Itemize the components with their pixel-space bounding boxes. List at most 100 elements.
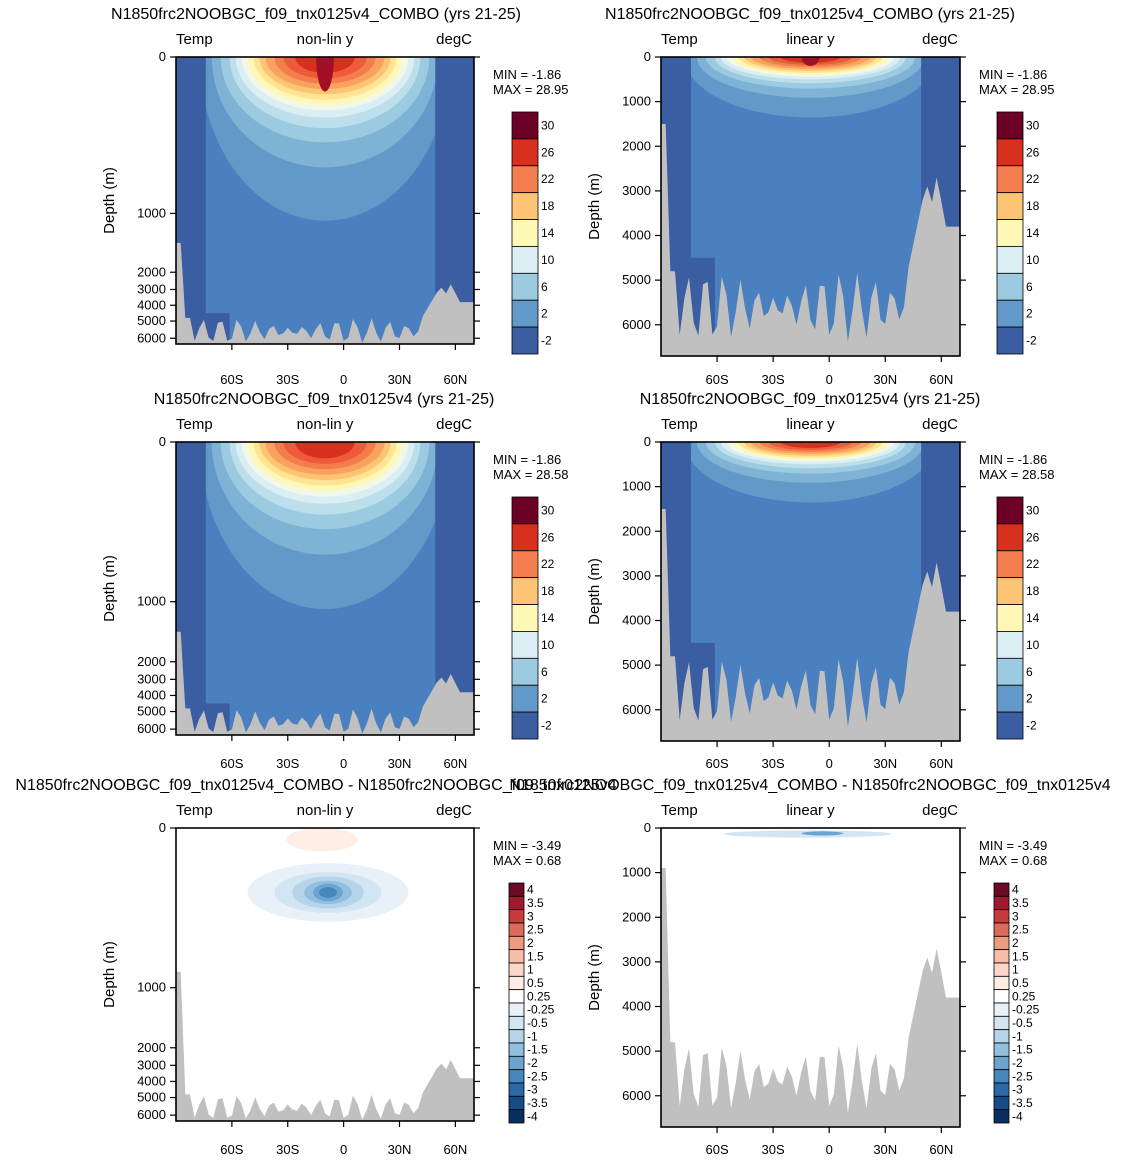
x-tick-label: 30N [388,372,412,387]
colorbar-swatch [996,192,1024,220]
colorbar: 30 26 22 18 14 10 6 2 -2 [996,111,1040,355]
colorbar-swatch [996,631,1024,659]
units-label: degC [922,31,958,48]
min-value: MIN = -1.86 [979,452,1047,467]
colorbar-swatch [511,326,539,355]
colorbar-swatch [508,1095,525,1111]
x-tick-label: 60N [443,756,467,771]
colorbar-swatch [996,326,1024,355]
y-tick-label: 0 [159,49,166,64]
plot-area [176,442,474,735]
colorbar-label: 4 [1012,883,1019,897]
colorbar-swatch [996,577,1024,605]
colorbar-label: 22 [1026,172,1040,186]
colorbar-label: 1.5 [527,949,544,963]
y-tick-label: 6000 [622,1088,651,1103]
colorbar-swatch [996,272,1024,301]
colorbar-swatch [996,657,1024,686]
x-tick-label: 30S [762,1142,785,1157]
y-tick-label: 1000 [137,980,166,995]
y-tick-label: 5000 [622,1043,651,1058]
colorbar-label: 26 [1026,145,1040,159]
colorbar-label: 0.5 [1012,976,1029,990]
plot-frame [660,827,961,1128]
y-tick-label: 6000 [622,317,651,332]
colorbar-label: -0.25 [1012,1003,1040,1017]
colorbar-label: -2 [1026,719,1037,733]
colorbar-label: 10 [541,638,555,652]
y-tick-label: 3000 [137,1057,166,1072]
cold-anomaly-6 [319,887,337,898]
colorbar-swatch [511,631,539,659]
colorbar-swatch [511,550,539,579]
panel-title: N1850frc2NOOBGC_f09_tnx0125v4 (yrs 21-25… [154,391,495,408]
x-tick-label: 0 [826,372,833,387]
variable-label: Temp [176,802,213,819]
y-tick-label: 2000 [622,909,651,924]
temp-band-max [316,57,334,92]
colorbar-swatch [508,975,525,991]
seafloor [176,971,474,1121]
colorbar-swatch [508,1069,525,1084]
colorbar-label: -2 [1026,334,1037,348]
max-value: MAX = 28.95 [979,82,1055,97]
panel-4: N1850frc2NOOBGC_f09_tnx0125v4 (yrs 21-25… [586,391,1055,771]
colorbar-swatch [508,949,525,964]
colorbar-swatch [508,895,525,911]
colorbar-swatch [511,246,539,274]
colorbar-label: 4 [527,883,534,897]
colorbar-label: 10 [1026,638,1040,652]
colorbar-swatch [508,1055,525,1071]
colorbar-swatch [508,1109,525,1124]
colorbar-label: 22 [541,557,555,571]
y-tick-label: 4000 [622,999,651,1014]
x-tick-label: 60N [443,372,467,387]
colorbar-swatch [511,165,539,194]
y-tick-label: 2000 [622,138,651,153]
colorbar-label: 2 [541,307,548,321]
plot-area [661,442,960,741]
colorbar-label: -0.5 [1012,1016,1033,1030]
colorbar-label: 2 [541,692,548,706]
x-tick-label: 30S [762,372,785,387]
y-tick-label: 6000 [137,721,166,736]
colorbar-swatch [996,111,1024,140]
temp-band-13 [295,442,355,459]
colorbar-swatch [993,962,1010,977]
y-axis-label: Depth (m) [101,941,118,1008]
y-axis-label: Depth (m) [586,558,603,625]
colorbar-swatch [508,882,525,897]
colorbar-swatch [993,882,1010,897]
x-tick-label: 0 [340,1142,347,1157]
x-tick-label: 60N [929,756,953,771]
y-tick-label: 1000 [137,205,166,220]
x-tick-label: 30S [276,1142,299,1157]
x-tick-label: 60S [220,372,243,387]
colorbar-swatch [511,657,539,686]
min-value: MIN = -1.86 [493,452,561,467]
plot-area [176,828,474,1121]
y-tick-label: 0 [644,434,651,449]
y-tick-label: 4000 [137,1073,166,1088]
colorbar-label: 2.5 [1012,923,1029,937]
colorbar: 30 26 22 18 14 10 6 2 -2 [511,111,555,355]
colorbar-label: 2 [1026,307,1033,321]
colorbar-swatch [508,1082,525,1097]
colorbar-label: 30 [1026,118,1040,132]
colorbar-swatch [511,111,539,140]
colorbar-label: -3 [527,1083,538,1097]
y-tick-label: 3000 [622,568,651,583]
colorbar-swatch [511,684,539,713]
y-tick-label: 5000 [622,657,651,672]
max-value: MAX = 28.58 [493,467,569,482]
colorbar-swatch [996,684,1024,713]
seafloor [176,242,474,344]
warm-anomaly [286,828,358,852]
colorbar-swatch [993,895,1010,911]
colorbar-label: -2.5 [527,1069,548,1083]
colorbar-label: -0.5 [527,1016,548,1030]
panel-5: N1850frc2NOOBGC_f09_tnx0125v4_COMBO - N1… [15,777,616,1157]
colorbar-label: 2 [1012,936,1019,950]
colorbar-label: 0.25 [527,989,551,1003]
colorbar-label: -2 [541,334,552,348]
